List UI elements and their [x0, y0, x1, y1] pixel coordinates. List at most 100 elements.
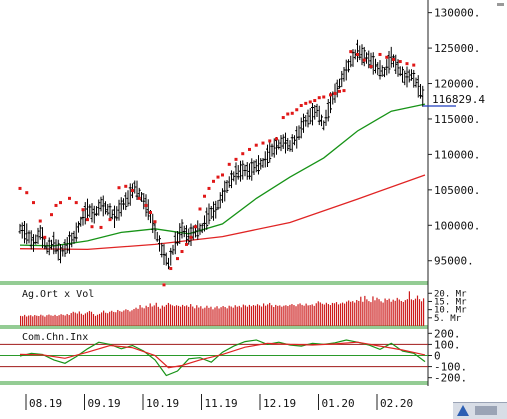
- volume-bar: [157, 306, 159, 326]
- sar-dot: [32, 201, 35, 205]
- volume-bar: [127, 309, 129, 326]
- volume-bar: [267, 304, 269, 326]
- volume-bar: [232, 307, 234, 326]
- sar-dot: [221, 173, 224, 177]
- volume-bar: [212, 309, 214, 326]
- y-tick-label: 125000.: [434, 42, 480, 55]
- cci-line: [19, 339, 426, 377]
- volume-bar: [246, 306, 248, 326]
- volume-bar: [74, 312, 76, 326]
- sar-dot: [54, 203, 58, 207]
- volume-bar: [171, 305, 174, 326]
- sar-dot: [169, 267, 173, 271]
- volume-bar: [30, 315, 32, 326]
- volume-bar: [327, 304, 329, 326]
- volume-bar: [366, 299, 368, 326]
- sar-dot: [405, 62, 409, 66]
- volume-bar: [186, 305, 188, 326]
- volume-bar: [305, 303, 307, 326]
- volume-bar: [125, 309, 127, 326]
- volume-bar: [228, 305, 230, 326]
- sar-dot: [290, 111, 294, 115]
- volume-bar: [348, 300, 350, 326]
- sar-dot: [144, 203, 148, 207]
- cci-pane[interactable]: Com.Chn.Inx 200.100.0-100.-200.: [0, 327, 467, 385]
- volume-bar: [321, 303, 323, 326]
- volume-bar: [220, 307, 222, 326]
- volume-bar: [226, 308, 228, 326]
- volume-bar: [339, 303, 342, 326]
- sar-dot: [333, 91, 337, 95]
- volume-bar: [34, 315, 36, 326]
- y-tick-label: -100.: [434, 361, 467, 374]
- sar-dot: [180, 250, 184, 254]
- volume-bar: [386, 299, 388, 326]
- volume-bar: [242, 304, 244, 326]
- volume-bar: [103, 310, 105, 326]
- volume-bar: [129, 311, 131, 326]
- y-tick-label: 95000.: [434, 255, 474, 268]
- last-price-label: 116829.4: [432, 93, 485, 106]
- volume-bar: [258, 305, 261, 326]
- volume-bar: [44, 316, 46, 326]
- price-pane[interactable]: 130000. 125000. 120000. 115000. 110000. 10500…: [18, 3, 505, 287]
- x-tick-label: 08.19: [29, 397, 62, 410]
- volume-bar: [196, 305, 198, 326]
- volume-bar: [293, 305, 295, 326]
- volume-bar: [374, 300, 376, 326]
- volume-bar: [301, 304, 303, 326]
- volume-bar: [260, 306, 263, 326]
- volume-bar: [376, 297, 378, 326]
- sar-dot: [412, 63, 416, 67]
- volume-bar: [24, 314, 26, 326]
- cci-pane-title: Com.Chn.Inx: [22, 332, 88, 343]
- volume-bar: [331, 302, 334, 326]
- volume-bar: [105, 312, 107, 326]
- volume-bar: [40, 314, 42, 326]
- x-tick-label: 11.19: [205, 397, 238, 410]
- sar-dot: [313, 99, 317, 103]
- volume-bar: [115, 312, 117, 326]
- chart-tools-icon[interactable]: [453, 402, 507, 419]
- volume-bar: [394, 300, 396, 326]
- volume-bar: [392, 299, 394, 326]
- y-tick-label: 0: [434, 350, 441, 363]
- sar-dot: [68, 196, 71, 200]
- sar-dot: [356, 52, 359, 56]
- sar-dot: [304, 101, 308, 105]
- sar-dot: [212, 179, 215, 183]
- volume-bar: [422, 298, 425, 326]
- volume-bar: [56, 316, 58, 326]
- sar-dot: [349, 50, 353, 54]
- sar-dot: [317, 96, 321, 100]
- volume-bar: [234, 305, 236, 326]
- volume-bar: [281, 306, 283, 326]
- volume-bar: [42, 315, 44, 326]
- axis-corner-marker: [497, 3, 504, 6]
- volume-bar: [52, 315, 54, 326]
- volume-bar: [238, 305, 240, 326]
- volume-bar: [315, 303, 317, 326]
- sar-dot: [398, 60, 402, 64]
- x-tick-label: 12.19: [263, 397, 296, 410]
- y-tick-label: 120000.: [434, 78, 480, 91]
- volume-bar: [159, 308, 161, 326]
- sar-dot: [322, 95, 326, 99]
- volume-bar: [333, 303, 336, 326]
- volume-bar: [303, 305, 305, 326]
- sar-dot: [299, 103, 303, 107]
- volume-bar: [179, 306, 182, 326]
- volume-bar: [224, 307, 226, 326]
- sar-dot: [385, 55, 389, 59]
- volume-bar: [92, 314, 95, 326]
- volume-bar: [295, 306, 297, 326]
- sar-dot: [234, 157, 238, 161]
- volume-bar: [380, 301, 382, 326]
- volume-bar: [236, 306, 238, 326]
- volume-bar: [141, 307, 143, 326]
- volume-bar: [368, 301, 370, 326]
- volume-bar: [155, 302, 157, 326]
- volume-bar: [216, 306, 218, 326]
- volume-bar: [337, 304, 340, 326]
